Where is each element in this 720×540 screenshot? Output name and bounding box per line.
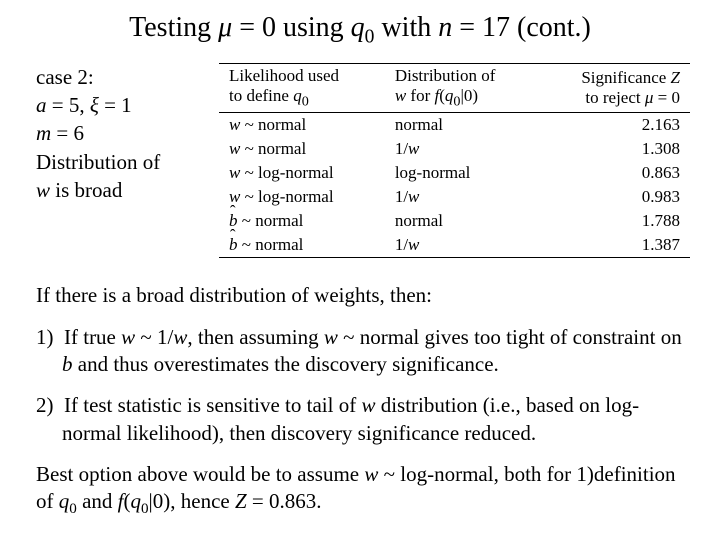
table-row: b ~ normal1/w1.387 xyxy=(219,233,690,258)
body-intro: If there is a broad distribution of weig… xyxy=(36,282,690,309)
body-point-2: 2) If test statistic is sensitive to tai… xyxy=(36,392,690,447)
cell-likelihood: w ~ normal xyxy=(219,113,385,138)
table-row: b ~ normalnormal1.788 xyxy=(219,209,690,233)
cell-likelihood: b ~ normal xyxy=(219,233,385,258)
cell-distribution: 1/w xyxy=(385,185,539,209)
body-conclusion: Best option above would be to assume w ~… xyxy=(36,461,690,520)
cell-distribution: normal xyxy=(385,209,539,233)
table-row: w ~ log-normallog-normal0.863 xyxy=(219,161,690,185)
case-line-2: a = 5, ξ = 1 xyxy=(36,91,201,119)
case-line-1: case 2: xyxy=(36,63,201,91)
cell-distribution: 1/w xyxy=(385,233,539,258)
case-description: case 2: a = 5, ξ = 1 m = 6 Distribution … xyxy=(30,63,201,205)
cell-significance: 1.788 xyxy=(539,209,690,233)
cell-likelihood: w ~ log-normal xyxy=(219,185,385,209)
cell-likelihood: b ~ normal xyxy=(219,209,385,233)
cell-distribution: log-normal xyxy=(385,161,539,185)
case-line-3: m = 6 xyxy=(36,119,201,147)
cell-significance: 0.863 xyxy=(539,161,690,185)
results-table-body: w ~ normalnormal2.163w ~ normal1/w1.308w… xyxy=(219,113,690,258)
table-row: w ~ normal1/w1.308 xyxy=(219,137,690,161)
col-header-significance: Significance Zto reject μ = 0 xyxy=(539,63,690,113)
body-point-1: 1) If true w ~ 1/w, then assuming w ~ no… xyxy=(36,324,690,379)
slide-title: Testing μ = 0 using q0 with n = 17 (cont… xyxy=(30,12,690,49)
cell-likelihood: w ~ normal xyxy=(219,137,385,161)
cell-distribution: 1/w xyxy=(385,137,539,161)
table-row: w ~ log-normal1/w0.983 xyxy=(219,185,690,209)
body-text: If there is a broad distribution of weig… xyxy=(36,282,690,520)
cell-significance: 2.163 xyxy=(539,113,690,138)
table-row: w ~ normalnormal2.163 xyxy=(219,113,690,138)
cell-significance: 1.387 xyxy=(539,233,690,258)
case-line-5: w is broad xyxy=(36,176,201,204)
cell-significance: 0.983 xyxy=(539,185,690,209)
col-header-distribution: Distribution ofw for f(q0|0) xyxy=(385,63,539,113)
col-header-likelihood: Likelihood usedto define q0 xyxy=(219,63,385,113)
cell-distribution: normal xyxy=(385,113,539,138)
cell-significance: 1.308 xyxy=(539,137,690,161)
results-table: Likelihood usedto define q0 Distribution… xyxy=(219,63,690,259)
cell-likelihood: w ~ log-normal xyxy=(219,161,385,185)
case-line-4: Distribution of xyxy=(36,148,201,176)
